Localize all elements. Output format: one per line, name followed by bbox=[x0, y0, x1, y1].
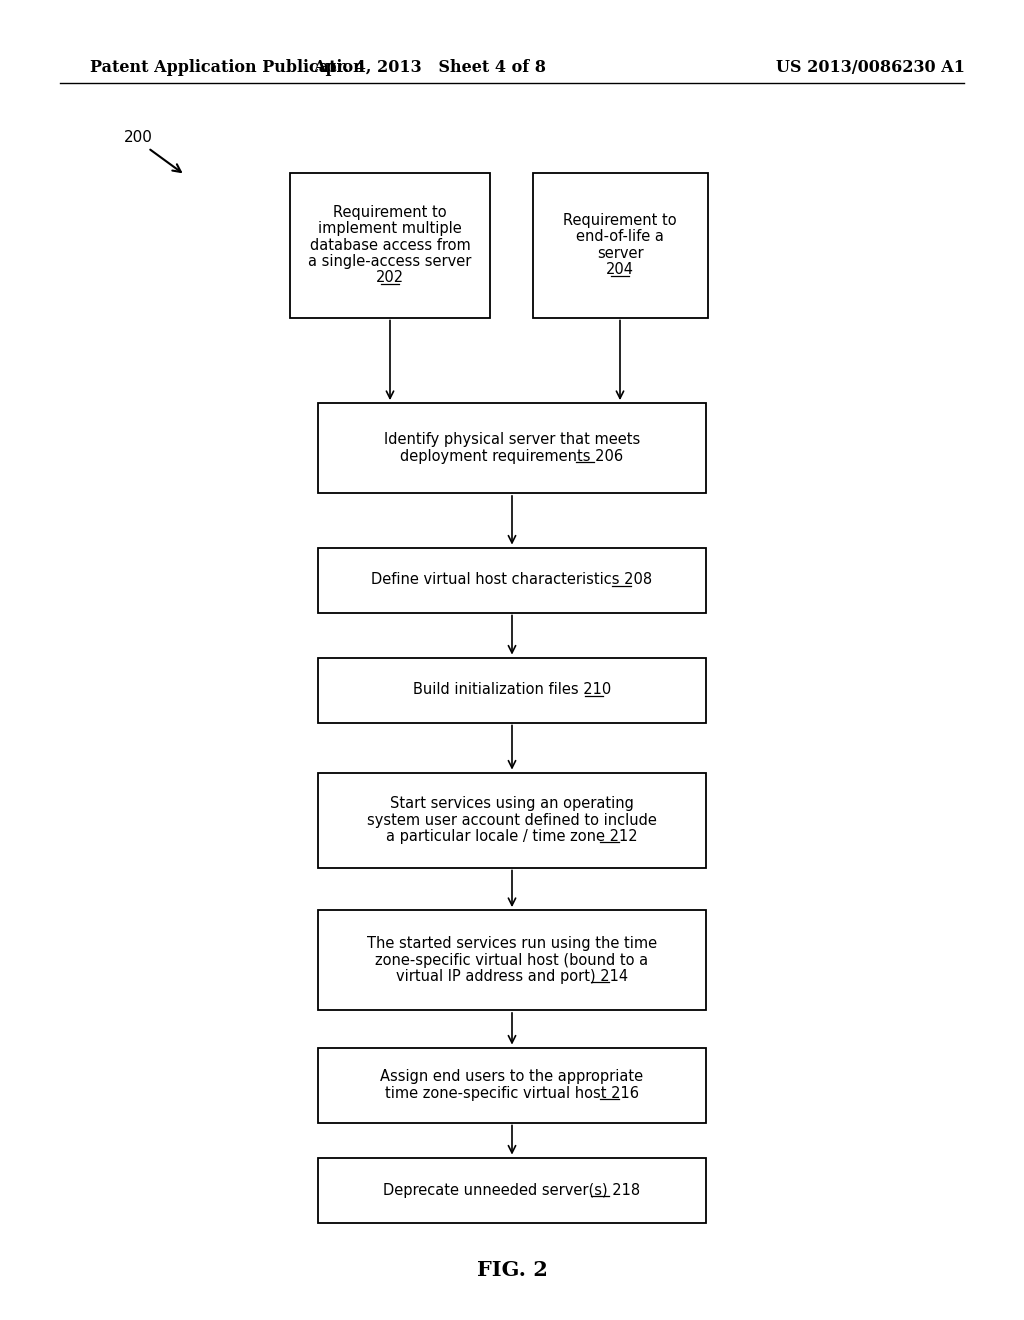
Text: Start services using an operating: Start services using an operating bbox=[390, 796, 634, 812]
Text: Deprecate unneeded server(s) 218: Deprecate unneeded server(s) 218 bbox=[383, 1183, 641, 1197]
Text: a single-access server: a single-access server bbox=[308, 253, 472, 269]
Text: server: server bbox=[597, 246, 643, 260]
Bar bbox=[318, 657, 706, 722]
Text: end-of-life a: end-of-life a bbox=[577, 230, 664, 244]
Bar bbox=[318, 403, 706, 492]
Text: implement multiple: implement multiple bbox=[318, 222, 462, 236]
Text: Apr. 4, 2013   Sheet 4 of 8: Apr. 4, 2013 Sheet 4 of 8 bbox=[313, 59, 547, 77]
Text: Define virtual host characteristics 208: Define virtual host characteristics 208 bbox=[372, 573, 652, 587]
Text: a particular locale / time zone 212: a particular locale / time zone 212 bbox=[386, 829, 638, 843]
Text: US 2013/0086230 A1: US 2013/0086230 A1 bbox=[775, 59, 965, 77]
Text: time zone-specific virtual host 216: time zone-specific virtual host 216 bbox=[385, 1085, 639, 1101]
Text: FIG. 2: FIG. 2 bbox=[476, 1261, 548, 1280]
Text: The started services run using the time: The started services run using the time bbox=[367, 936, 657, 952]
Text: 204: 204 bbox=[606, 261, 634, 277]
Text: deployment requirements 206: deployment requirements 206 bbox=[400, 449, 624, 463]
Text: Patent Application Publication: Patent Application Publication bbox=[90, 59, 365, 77]
Text: Requirement to: Requirement to bbox=[333, 205, 446, 220]
Text: 200: 200 bbox=[124, 131, 153, 145]
Text: 202: 202 bbox=[376, 271, 404, 285]
Bar bbox=[318, 548, 706, 612]
Bar bbox=[532, 173, 708, 318]
Text: Identify physical server that meets: Identify physical server that meets bbox=[384, 433, 640, 447]
Text: Requirement to: Requirement to bbox=[563, 213, 677, 228]
Text: Assign end users to the appropriate: Assign end users to the appropriate bbox=[381, 1069, 643, 1084]
Text: Build initialization files 210: Build initialization files 210 bbox=[413, 682, 611, 697]
Bar bbox=[290, 173, 490, 318]
Text: system user account defined to include: system user account defined to include bbox=[367, 813, 657, 828]
Bar bbox=[318, 909, 706, 1010]
Text: zone-specific virtual host (bound to a: zone-specific virtual host (bound to a bbox=[376, 953, 648, 968]
Text: database access from: database access from bbox=[309, 238, 470, 252]
Bar bbox=[318, 772, 706, 867]
Text: virtual IP address and port) 214: virtual IP address and port) 214 bbox=[396, 969, 628, 983]
Bar bbox=[318, 1158, 706, 1222]
Bar bbox=[318, 1048, 706, 1122]
